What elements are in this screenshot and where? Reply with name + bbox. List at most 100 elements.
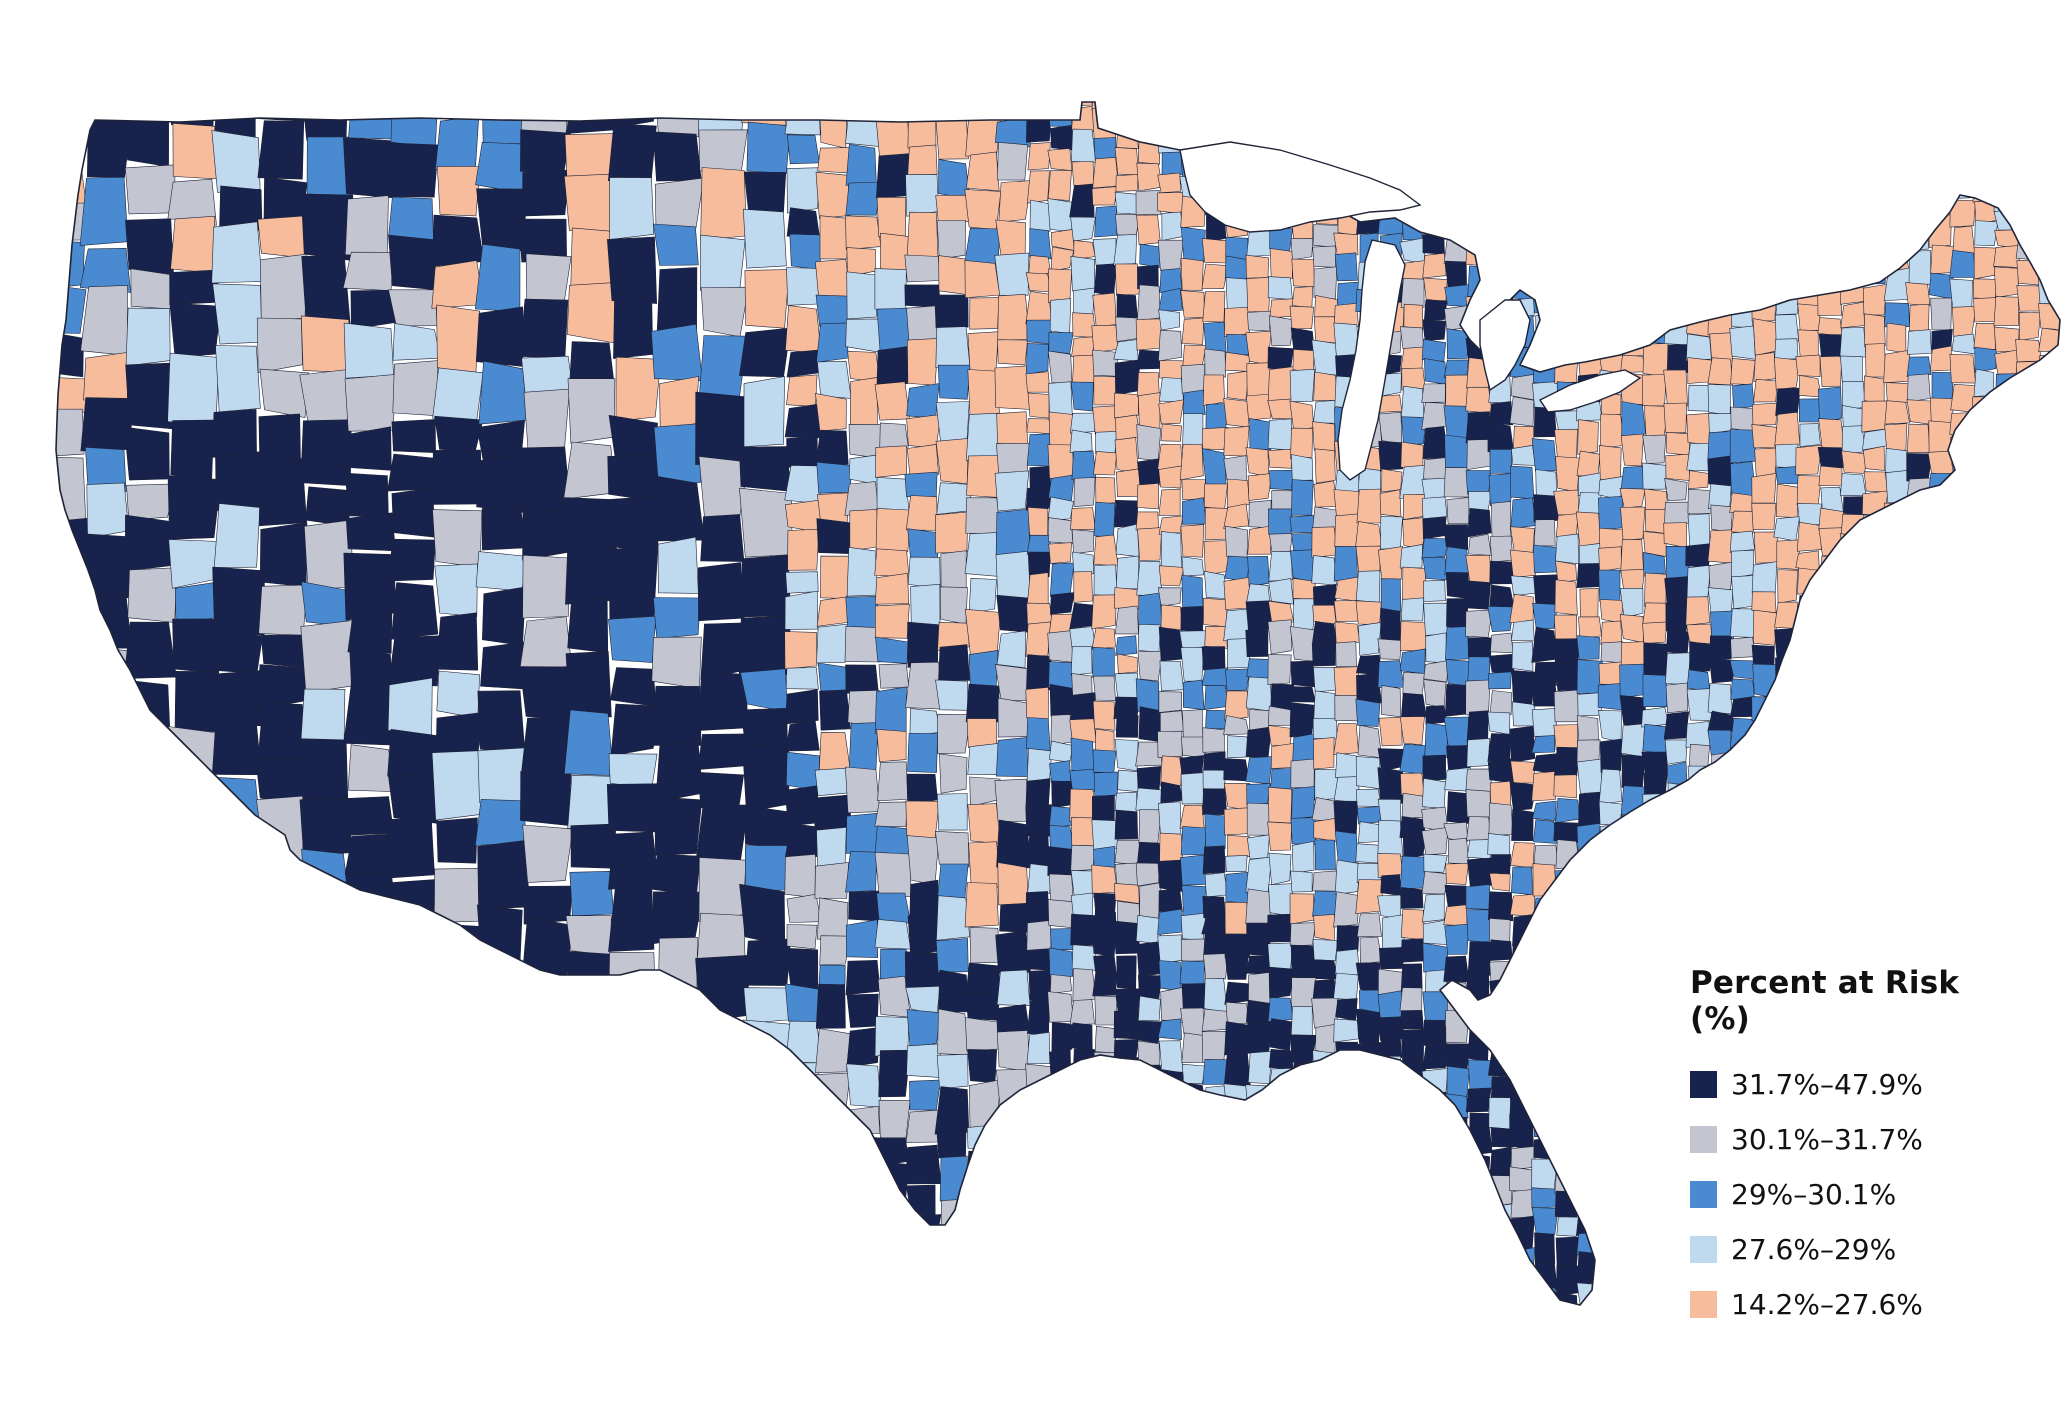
county-region xyxy=(1335,831,1358,863)
county-region xyxy=(1884,920,1910,953)
county-region xyxy=(1864,472,1888,492)
county-region xyxy=(607,237,656,304)
county-region xyxy=(1424,300,1447,320)
county-region xyxy=(1138,975,1161,999)
county-region xyxy=(1886,100,1910,125)
county-region xyxy=(2061,1256,2065,1286)
county-region xyxy=(1203,896,1226,918)
county-region xyxy=(1598,99,1621,123)
county-region xyxy=(1268,787,1291,823)
county-region xyxy=(908,915,940,955)
county-region xyxy=(1511,445,1535,465)
county-region xyxy=(1468,159,1492,181)
county-region xyxy=(1554,615,1577,639)
county-region xyxy=(1423,1280,1446,1305)
county-region xyxy=(1928,918,1951,937)
county-region xyxy=(1688,154,1711,187)
county-region xyxy=(609,548,658,619)
county-region xyxy=(1158,860,1183,892)
county-region xyxy=(83,593,132,649)
county-region xyxy=(1246,889,1271,924)
county-region xyxy=(1687,253,1711,286)
county-region xyxy=(965,883,998,928)
county-region xyxy=(1115,360,1140,395)
county-region xyxy=(1180,961,1204,987)
county-region xyxy=(1181,737,1206,758)
county-region xyxy=(2060,1049,2065,1084)
county-region xyxy=(936,939,968,973)
county-region xyxy=(655,797,702,856)
county-region xyxy=(437,818,478,863)
county-region xyxy=(2061,428,2065,458)
county-region xyxy=(1950,891,1975,922)
county-region xyxy=(1030,466,1051,492)
county-region xyxy=(125,165,175,214)
county-region xyxy=(1994,297,2019,326)
county-region xyxy=(1994,267,2018,298)
county-region xyxy=(1115,1210,1137,1237)
county-region xyxy=(1688,358,1712,384)
county-region xyxy=(817,624,850,663)
county-region xyxy=(1774,172,1799,202)
county-region xyxy=(1356,571,1380,603)
county-region xyxy=(1598,1226,1622,1252)
county-region xyxy=(1711,238,1733,262)
county-region xyxy=(1666,432,1690,455)
county-region xyxy=(1138,1041,1160,1066)
county-region xyxy=(1446,745,1469,769)
county-region xyxy=(1645,489,1669,511)
county-region xyxy=(1445,885,1467,906)
county-region xyxy=(696,805,748,862)
county-region xyxy=(523,510,572,561)
county-region xyxy=(1753,319,1777,356)
county-region xyxy=(966,684,999,722)
county-region xyxy=(1532,97,1555,120)
county-region xyxy=(571,228,613,286)
county-region xyxy=(2040,1193,2064,1217)
county-region xyxy=(1444,79,1469,114)
county-region xyxy=(1886,829,1910,858)
county-region xyxy=(2061,1226,2065,1259)
county-region xyxy=(1268,620,1292,654)
county-region xyxy=(348,613,392,653)
county-region xyxy=(2018,578,2038,596)
county-region xyxy=(1224,808,1250,835)
county-region xyxy=(1665,964,1687,988)
county-region xyxy=(564,174,612,231)
county-region xyxy=(1093,676,1115,701)
county-region xyxy=(521,917,572,987)
county-region xyxy=(2061,950,2065,975)
county-region xyxy=(1314,1112,1334,1146)
county-region xyxy=(569,1233,614,1298)
county-region xyxy=(935,831,969,867)
county-region xyxy=(1840,100,1864,121)
county-region xyxy=(1356,78,1382,101)
county-region xyxy=(1974,880,1997,903)
county-region xyxy=(1556,457,1580,493)
county-region xyxy=(818,80,847,114)
county-region xyxy=(1445,547,1469,575)
county-region xyxy=(1138,1131,1162,1158)
county-region xyxy=(1841,605,1862,636)
county-region xyxy=(1929,118,1954,154)
county-region xyxy=(2039,713,2064,728)
county-region xyxy=(1929,214,1952,247)
county-region xyxy=(1202,1258,1227,1278)
county-region xyxy=(1246,1151,1272,1177)
county-region xyxy=(1686,721,1711,747)
county-region xyxy=(1950,762,1974,794)
county-region xyxy=(937,221,966,260)
county-region xyxy=(1710,636,1732,659)
county-region xyxy=(1138,624,1161,652)
county-region xyxy=(1690,642,1712,674)
county-region xyxy=(1337,1145,1360,1177)
county-region xyxy=(2039,1122,2062,1147)
county-region xyxy=(1730,180,1756,208)
county-region xyxy=(1248,556,1270,586)
county-region xyxy=(1202,1009,1228,1031)
county-region xyxy=(1182,498,1206,525)
county-region xyxy=(1576,1020,1602,1050)
county-region xyxy=(124,1303,174,1353)
county-region xyxy=(1973,790,1998,821)
county-region xyxy=(36,518,89,580)
